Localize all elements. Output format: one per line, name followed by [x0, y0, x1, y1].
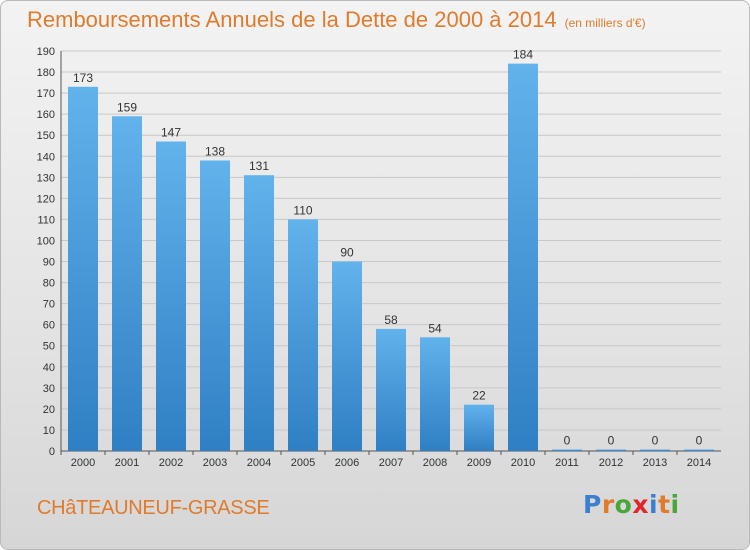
y-tick-label: 0 — [49, 446, 55, 458]
x-tick-label: 2000 — [71, 457, 95, 469]
x-tick-label: 2008 — [423, 457, 447, 469]
x-tick-label: 2006 — [335, 457, 359, 469]
y-tick-label: 190 — [37, 46, 55, 58]
y-tick-label: 100 — [37, 235, 55, 247]
y-tick-label: 90 — [43, 257, 55, 269]
x-tick-label: 2001 — [115, 457, 139, 469]
value-label: 0 — [652, 434, 659, 448]
bar-2011 — [552, 449, 582, 451]
value-label: 159 — [117, 100, 137, 114]
bar-2002 — [156, 141, 186, 452]
y-tick-label: 10 — [43, 425, 55, 437]
bar-2010 — [508, 63, 538, 451]
value-label: 0 — [564, 434, 571, 448]
chart-title: Remboursements Annuels de la Dette de 20… — [27, 7, 646, 33]
y-tick-label: 120 — [37, 193, 55, 205]
x-tick-label: 2002 — [159, 457, 183, 469]
logo-letter: P — [583, 490, 602, 519]
label-layer: 173 159 147 138 131 110 90 58 54 22 184 0 0 0 0 — [73, 48, 703, 448]
y-tick-label: 140 — [37, 151, 55, 163]
logo-letter: o — [614, 490, 633, 519]
value-label: 147 — [161, 126, 181, 140]
x-tick-label: 2010 — [511, 457, 535, 469]
value-label: 54 — [428, 321, 442, 335]
x-tick-label: 2014 — [687, 457, 711, 469]
bar-2000 — [68, 86, 98, 451]
bar-2003 — [200, 160, 230, 451]
value-label: 58 — [384, 313, 398, 327]
y-tick-label: 50 — [43, 341, 55, 353]
proxiti-logo: Proxiti — [583, 490, 680, 519]
y-tick-label: 150 — [37, 130, 55, 142]
commune-name: CHâTEAUNEUF-GRASSE — [37, 497, 270, 519]
value-label: 0 — [696, 434, 703, 448]
x-tick-label: 2004 — [247, 457, 271, 469]
x-tick-label: 2007 — [379, 457, 403, 469]
value-label: 184 — [513, 48, 533, 62]
x-tick-label: 2013 — [643, 457, 667, 469]
value-label: 22 — [472, 389, 486, 403]
value-label: 138 — [205, 144, 225, 158]
value-label: 131 — [249, 159, 269, 173]
bar-2013 — [640, 449, 670, 451]
y-tick-label: 30 — [43, 383, 55, 395]
logo-letter: t — [658, 490, 671, 519]
logo-letter: i — [649, 490, 659, 519]
axis-layer: 0 10 20 30 40 50 60 70 80 90 100 110 120 130 140 150 160… — [37, 46, 721, 469]
y-tick-label: 20 — [43, 404, 55, 416]
value-label: 0 — [608, 434, 615, 448]
logo-letter: x — [632, 490, 649, 519]
y-tick-label: 180 — [37, 67, 55, 79]
bar-2005 — [288, 219, 318, 451]
y-tick-label: 40 — [43, 362, 55, 374]
bar-2007 — [376, 328, 406, 451]
bar-2012 — [596, 449, 626, 451]
y-tick-label: 60 — [43, 320, 55, 332]
x-tick-label: 2012 — [599, 457, 623, 469]
logo-letter: r — [601, 490, 615, 519]
chart-title-text: Remboursements Annuels de la Dette de 20… — [27, 7, 557, 32]
y-tick-label: 170 — [37, 88, 55, 100]
bar-2009 — [464, 404, 494, 451]
y-tick-label: 70 — [43, 299, 55, 311]
y-tick-label: 80 — [43, 278, 55, 290]
x-tick-label: 2005 — [291, 457, 315, 469]
y-tick-label: 130 — [37, 172, 55, 184]
y-tick-label: 160 — [37, 109, 55, 121]
x-tick-label: 2009 — [467, 457, 491, 469]
bar-2001 — [112, 116, 142, 452]
chart-unit: (en milliers d'€) — [564, 16, 646, 30]
bar-2004 — [244, 175, 274, 452]
x-tick-label: 2011 — [555, 457, 579, 469]
bar-layer — [68, 63, 714, 452]
bar-2008 — [420, 337, 450, 451]
y-tick-label: 110 — [37, 214, 55, 226]
value-label: 110 — [293, 203, 312, 217]
value-label: 90 — [340, 246, 354, 260]
logo-letter: i — [670, 490, 680, 519]
value-label: 173 — [73, 71, 93, 85]
bar-2014 — [684, 449, 714, 451]
x-tick-label: 2003 — [203, 457, 227, 469]
bar-2006 — [332, 261, 362, 451]
